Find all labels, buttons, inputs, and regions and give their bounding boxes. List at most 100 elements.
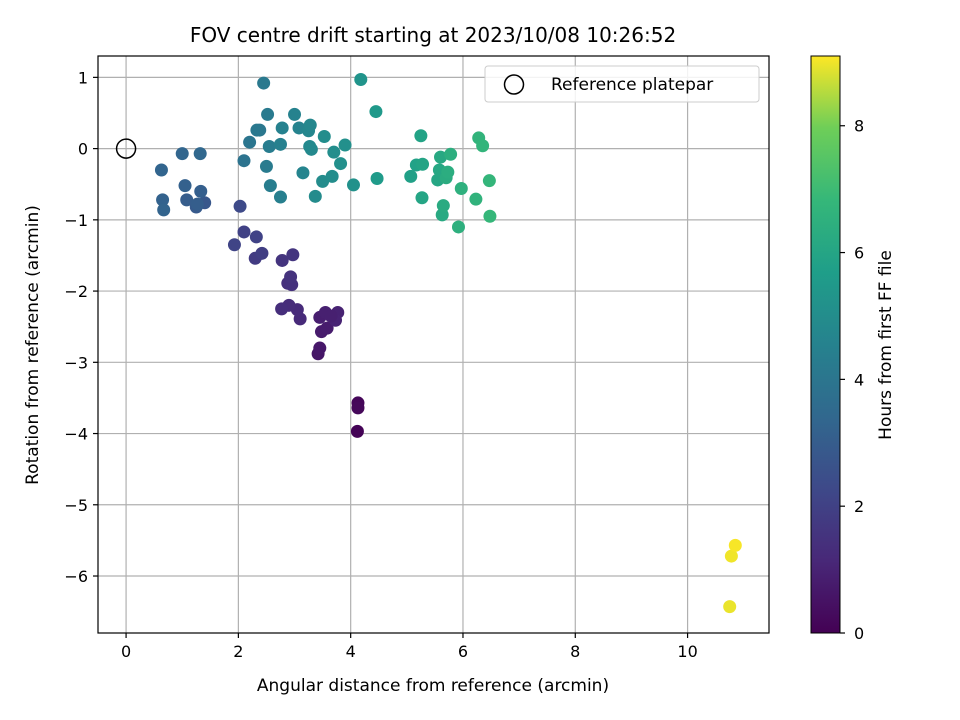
data-point — [724, 549, 738, 563]
chart-title: FOV centre drift starting at 2023/10/08 … — [190, 23, 676, 47]
data-point — [237, 154, 251, 168]
data-point — [327, 145, 341, 159]
x-axis-label: Angular distance from reference (arcmin) — [257, 676, 609, 696]
data-point — [275, 121, 289, 135]
y-tick-label: 0 — [78, 140, 88, 159]
data-point — [273, 137, 287, 151]
colorbar-label: Hours from first FF file — [876, 250, 896, 440]
plot-frame — [97, 55, 770, 634]
data-point — [227, 238, 241, 252]
data-point — [259, 159, 273, 173]
data-point — [250, 123, 264, 137]
data-point — [308, 189, 322, 203]
y-tick-label: −2 — [64, 282, 88, 301]
data-point — [237, 225, 251, 239]
data-point — [728, 538, 742, 552]
data-points — [115, 73, 742, 614]
colorbar-tick-label: 2 — [854, 497, 864, 516]
data-point — [354, 73, 368, 87]
data-point — [316, 174, 330, 188]
data-point — [451, 220, 465, 234]
y-tick-label: 1 — [78, 68, 88, 87]
x-tick-label: 0 — [121, 642, 131, 661]
data-point — [324, 309, 338, 323]
data-point — [416, 157, 430, 171]
legend: Reference platepar — [484, 65, 760, 103]
data-point — [275, 253, 289, 267]
data-point — [350, 424, 364, 438]
y-axis-label: Rotation from reference (arcmin) — [23, 205, 43, 485]
x-tick-label: 10 — [677, 642, 697, 661]
y-tick-label: −5 — [64, 496, 88, 515]
data-point — [284, 270, 298, 284]
x-tick-label: 4 — [346, 642, 356, 661]
legend-label-reference: Reference platepar — [551, 75, 713, 95]
data-point — [454, 181, 468, 195]
y-axis-ticks: 1 0 −1 −2 −3 −4 −5 −6 — [64, 68, 98, 586]
data-point — [243, 135, 257, 149]
data-point — [476, 139, 490, 153]
y-tick-label: −6 — [64, 567, 88, 586]
colorbar-tick-label: 6 — [854, 244, 864, 263]
data-point — [175, 147, 189, 161]
data-point — [273, 190, 287, 204]
legend-box — [484, 65, 760, 103]
reference-platepar-marker — [115, 138, 137, 159]
data-point — [249, 230, 263, 244]
data-point — [262, 139, 276, 153]
data-point — [482, 174, 496, 188]
x-tick-label: 8 — [570, 642, 580, 661]
data-point — [156, 193, 170, 207]
colorbar-tick-label: 0 — [854, 624, 864, 643]
data-point — [334, 157, 348, 171]
data-point — [369, 105, 383, 119]
data-point — [255, 246, 269, 260]
data-point — [320, 321, 334, 335]
data-point — [194, 184, 208, 198]
data-point — [233, 199, 247, 213]
colorbar-tick-label: 4 — [854, 370, 864, 389]
data-point — [444, 147, 458, 161]
y-tick-label: −4 — [64, 425, 88, 444]
data-point — [346, 178, 360, 192]
x-tick-label: 2 — [233, 642, 243, 661]
y-tick-label: −3 — [64, 353, 88, 372]
data-point — [288, 107, 302, 121]
data-point — [483, 209, 497, 223]
data-point — [404, 169, 418, 183]
data-point — [286, 248, 300, 262]
data-point — [415, 191, 429, 205]
data-point — [296, 166, 310, 180]
x-axis-ticks: 0 2 4 6 8 10 — [121, 633, 698, 661]
data-point — [275, 302, 289, 316]
data-point — [180, 193, 194, 207]
data-point — [370, 172, 384, 186]
data-point — [261, 107, 275, 121]
data-point — [313, 341, 327, 355]
data-point — [436, 199, 450, 213]
y-tick-label: −1 — [64, 211, 88, 230]
data-point — [303, 118, 317, 132]
data-point — [317, 129, 331, 143]
data-point — [434, 150, 448, 164]
data-point — [193, 147, 207, 161]
data-point — [304, 142, 318, 156]
colorbar-ticks: 0 2 4 6 8 — [840, 117, 864, 643]
data-point — [154, 163, 168, 177]
colorbar-tick-label: 8 — [854, 117, 864, 136]
data-point — [157, 203, 171, 217]
x-tick-label: 6 — [458, 642, 468, 661]
data-point — [414, 129, 428, 143]
data-point — [441, 165, 455, 179]
colorbar — [810, 55, 841, 634]
grid-lines — [98, 56, 769, 633]
data-point — [257, 76, 271, 90]
legend-marker-reference — [503, 74, 525, 95]
data-point — [190, 197, 204, 211]
data-point — [338, 138, 352, 152]
data-point — [723, 600, 737, 614]
data-point — [178, 179, 192, 193]
data-point — [351, 401, 365, 415]
data-point — [325, 169, 339, 183]
